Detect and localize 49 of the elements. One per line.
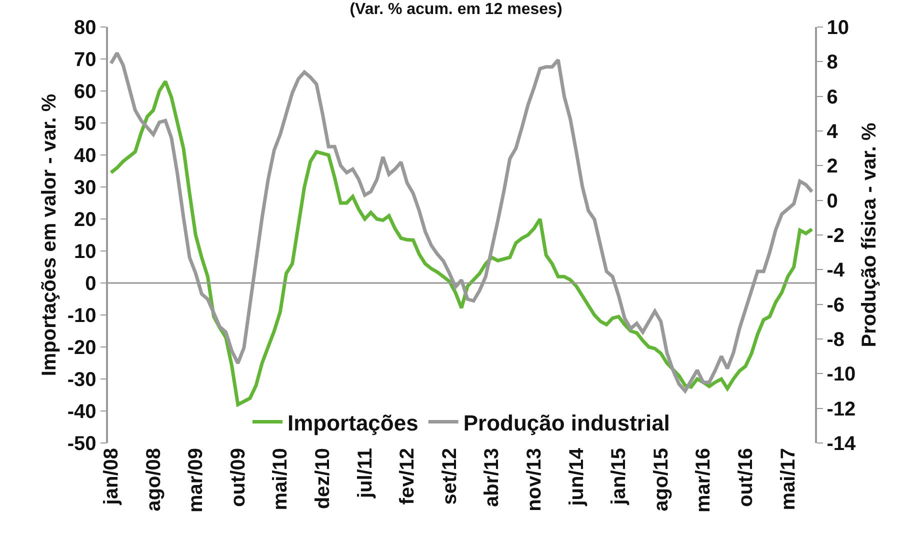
y2-tick-label: 2	[826, 156, 838, 178]
x-tick-label: jun/14	[566, 447, 588, 507]
y-tick-label: 60	[74, 81, 96, 103]
x-tick-label: jan/15	[608, 448, 630, 506]
y2-axis-title: Produção física - var. %	[858, 122, 881, 348]
y-tick-label: -20	[67, 337, 96, 359]
y-tick-label: 50	[74, 113, 96, 135]
y2-tick-label: -8	[826, 329, 845, 351]
y-tick-label: 10	[74, 241, 96, 263]
y2-tick-label: -6	[826, 294, 845, 316]
legend-label: Produção industrial	[463, 410, 670, 436]
y-tick-label: 20	[74, 209, 96, 231]
y2-tick-label: 4	[826, 121, 839, 143]
x-tick-label: nov/13	[524, 448, 546, 512]
y-tick-label: 30	[74, 177, 96, 199]
y-tick-label: 80	[74, 17, 96, 39]
y2-tick-label: -12	[826, 398, 856, 420]
x-tick-label: abr/13	[481, 448, 504, 507]
x-tick-label: fev/12	[396, 448, 419, 505]
x-tick-label: mai/10	[270, 448, 292, 510]
y-tick-label: 70	[74, 49, 96, 71]
y2-tick-label: 10	[826, 17, 849, 39]
y2-tick-label: -10	[826, 364, 856, 386]
y2-tick-label: -14	[826, 433, 857, 455]
chart-title: (Var. % acum. em 12 meses)	[350, 0, 562, 18]
y-tick-label: -50	[67, 433, 96, 455]
y-tick-label: -30	[67, 369, 96, 391]
y-tick-label: -10	[67, 305, 96, 327]
x-tick-label: dez/10	[312, 448, 334, 510]
x-tick-label: ago/15	[650, 448, 672, 512]
y-tick-label: 40	[74, 145, 96, 167]
y2-tick-label: 8	[826, 52, 838, 74]
y2-tick-label: -4	[826, 260, 846, 282]
x-tick-label: jan/08	[100, 448, 123, 506]
x-tick-label: set/12	[438, 448, 461, 505]
y2-tick-label: 0	[826, 190, 838, 212]
legend-label: Importações	[288, 410, 418, 436]
y2-tick-label: 6	[826, 86, 838, 108]
y-tick-label: -40	[67, 401, 96, 423]
x-tick-label: mar/09	[185, 448, 208, 512]
x-tick-label: ago/08	[142, 448, 165, 512]
x-tick-label: mar/16	[692, 448, 715, 512]
x-tick-label: out/16	[735, 448, 758, 507]
x-tick-label: out/09	[227, 448, 250, 507]
y-axis-title: Importações em valor - var. %	[38, 94, 60, 376]
y-tick-label: 0	[85, 273, 96, 295]
x-tick-label: mai/17	[777, 448, 800, 510]
x-tick-label: jul/11	[354, 448, 376, 500]
y2-tick-label: -2	[826, 225, 845, 247]
